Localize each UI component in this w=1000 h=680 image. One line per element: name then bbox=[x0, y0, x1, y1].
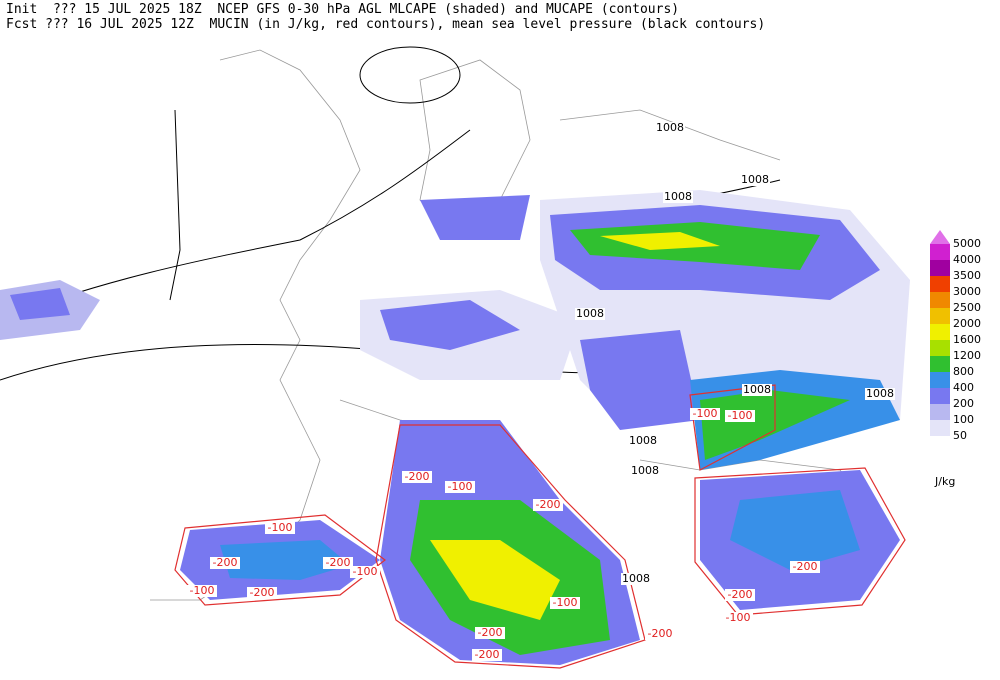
cin-label-bg bbox=[210, 557, 240, 569]
legend-label: 400 bbox=[953, 381, 974, 394]
cin-label-bg bbox=[350, 566, 380, 578]
pressure-label: 1008 bbox=[656, 121, 684, 134]
cin-label-bg bbox=[550, 597, 580, 609]
cin-label: -100 bbox=[268, 521, 293, 534]
cin-label: -200 bbox=[728, 588, 753, 601]
legend-label: 800 bbox=[953, 365, 974, 378]
legend-label: 2000 bbox=[953, 317, 981, 330]
pressure-label-bg bbox=[628, 435, 658, 447]
legend-swatch bbox=[930, 404, 950, 420]
cin-label: -100 bbox=[190, 584, 215, 597]
pressure-label: 1008 bbox=[866, 387, 894, 400]
cin-label: -100 bbox=[726, 611, 751, 624]
pressure-label-bg bbox=[663, 191, 693, 203]
legend-swatch bbox=[930, 292, 950, 308]
legend-swatch bbox=[930, 276, 950, 292]
cin-label: -200 bbox=[405, 470, 430, 483]
cin-label: -200 bbox=[793, 560, 818, 573]
cin-label-bg bbox=[323, 557, 353, 569]
legend-unit: J/kg bbox=[934, 475, 955, 488]
pressure-label: 1008 bbox=[741, 173, 769, 186]
legend-swatch bbox=[930, 372, 950, 388]
cin-label-bg bbox=[187, 585, 217, 597]
cin-label: -200 bbox=[213, 556, 238, 569]
cin-label: -100 bbox=[728, 409, 753, 422]
pressure-label-bg bbox=[630, 465, 660, 477]
cin-label-bg bbox=[265, 522, 295, 534]
pressure-label: 1008 bbox=[743, 383, 771, 396]
header-line: Init ??? 15 JUL 2025 18Z NCEP GFS 0-30 h… bbox=[6, 2, 680, 17]
legend-label: 50 bbox=[953, 429, 967, 442]
cin-label: -100 bbox=[553, 596, 578, 609]
cin-label: -100 bbox=[448, 480, 473, 493]
cin-label: -100 bbox=[353, 565, 378, 578]
legend-label: 4000 bbox=[953, 253, 981, 266]
legend-label: 5000 bbox=[953, 237, 981, 250]
pressure-label-bg bbox=[575, 308, 605, 320]
cin-label-bg bbox=[445, 481, 475, 493]
legend-swatch bbox=[930, 308, 950, 324]
pressure-label-bg bbox=[865, 388, 895, 400]
cin-label: -200 bbox=[648, 627, 673, 640]
cin-label-bg bbox=[723, 612, 753, 624]
legend-swatch bbox=[930, 356, 950, 372]
cin-label-bg bbox=[790, 561, 820, 573]
pressure-label-bg bbox=[742, 384, 772, 396]
cin-label-bg bbox=[645, 628, 675, 640]
pressure-label-bg bbox=[740, 174, 770, 186]
legend-label: 1200 bbox=[953, 349, 981, 362]
legend-arrow bbox=[930, 230, 950, 244]
legend-swatch bbox=[930, 260, 950, 276]
pressure-label-bg bbox=[655, 122, 685, 134]
legend-label: 3000 bbox=[953, 285, 981, 298]
legend-swatch bbox=[930, 388, 950, 404]
pressure-label: 1008 bbox=[629, 434, 657, 447]
cin-label-bg bbox=[690, 408, 720, 420]
pressure-label: 1008 bbox=[631, 464, 659, 477]
legend-swatch bbox=[930, 340, 950, 356]
legend-swatch bbox=[930, 324, 950, 340]
legend-swatch bbox=[930, 420, 950, 436]
legend-label: 3500 bbox=[953, 269, 981, 282]
legend-swatch bbox=[930, 244, 950, 260]
cin-label-bg bbox=[533, 499, 563, 511]
cin-label-bg bbox=[402, 471, 432, 483]
cin-label-bg bbox=[725, 410, 755, 422]
header-line: Fcst ??? 16 JUL 2025 12Z MUCIN (in J/kg,… bbox=[6, 17, 766, 32]
cape-shading bbox=[0, 190, 910, 665]
legend-label: 200 bbox=[953, 397, 974, 410]
cin-label: -200 bbox=[326, 556, 351, 569]
pressure-label-bg bbox=[621, 573, 651, 585]
cin-label-bg bbox=[247, 587, 277, 599]
cin-label: -200 bbox=[250, 586, 275, 599]
cin-labels: -100 -100-100-100-100-100-100-100-200 -200… bbox=[187, 407, 820, 661]
legend-label: 1600 bbox=[953, 333, 981, 346]
cin-label-bg bbox=[475, 627, 505, 639]
cin-label: -100 bbox=[693, 407, 718, 420]
cin-label-bg bbox=[725, 589, 755, 601]
legend-label: 2500 bbox=[953, 301, 981, 314]
pressure-label: 1008 bbox=[576, 307, 604, 320]
pressure-label: 1008 bbox=[664, 190, 692, 203]
legend: 5000 4000 3500 3000 2500 2000 1600 1200 800 400 20… bbox=[930, 230, 981, 488]
cin-label: -200 bbox=[478, 626, 503, 639]
cin-label: -200 bbox=[475, 648, 500, 661]
cin-label: -200 bbox=[536, 498, 561, 511]
legend-label: 100 bbox=[953, 413, 974, 426]
cin-label-bg bbox=[472, 649, 502, 661]
pressure-labels: 1008 1008 1008 1008 1008 1008 1008 1008 1008 bbox=[575, 121, 895, 585]
pressure-label: 1008 bbox=[622, 572, 650, 585]
